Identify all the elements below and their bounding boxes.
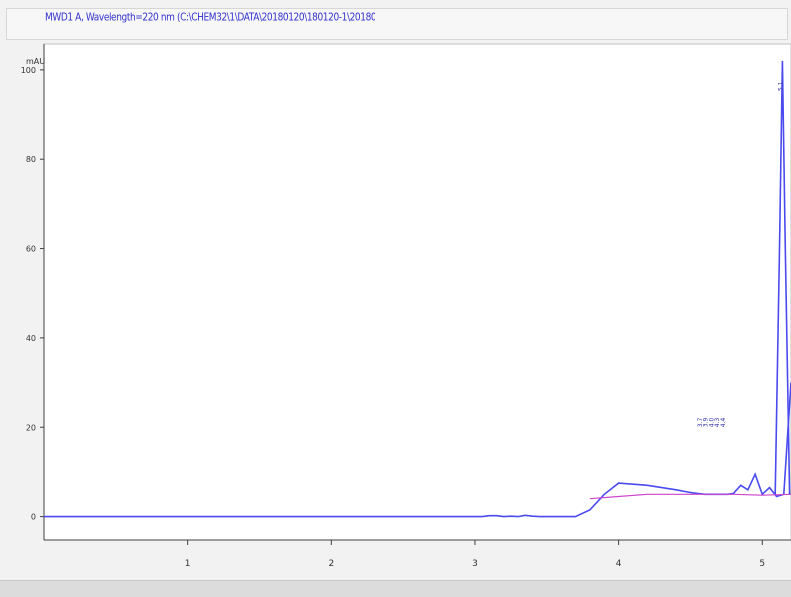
series-line [44, 382, 791, 518]
peak-label: 3.9 [703, 418, 710, 428]
x-tick-label: 2 [328, 559, 334, 569]
status-bar [0, 580, 791, 597]
chart-title: MWD1 A, Wavelength=220 nm (C:\CHEM32\1\D… [45, 12, 375, 24]
x-ticks: 1 2 3 4 5 [185, 540, 765, 569]
y-tick-label: 60 [26, 245, 36, 254]
series-layer [44, 382, 791, 518]
y-tick-label: 20 [26, 423, 36, 432]
y-ticks: 0 20 40 60 80 100 [21, 66, 44, 522]
plot-area [43, 43, 791, 541]
x-tick-label: 3 [472, 559, 478, 569]
series-line [589, 493, 791, 500]
x-tick-label: 4 [616, 559, 622, 569]
peak-label: 3.7 [697, 418, 704, 428]
main-peak [774, 60, 791, 495]
y-tick-label: 100 [21, 66, 36, 75]
peak-layer: 3.73.94.04.34.4 5.1 [697, 60, 791, 495]
peak-label: 4.0 [708, 418, 715, 428]
y-axis-label: mAU [26, 57, 45, 66]
y-tick-label: 80 [26, 155, 36, 164]
y-tick-label: 0 [31, 513, 36, 522]
peak-label: 5.1 [777, 81, 784, 91]
chart-title-bar [6, 8, 788, 40]
y-tick-label: 40 [26, 334, 36, 343]
peak-label: 4.4 [720, 418, 727, 428]
x-tick-label: 5 [759, 559, 765, 569]
x-tick-label: 1 [185, 559, 191, 569]
peak-label: 4.3 [714, 418, 721, 428]
